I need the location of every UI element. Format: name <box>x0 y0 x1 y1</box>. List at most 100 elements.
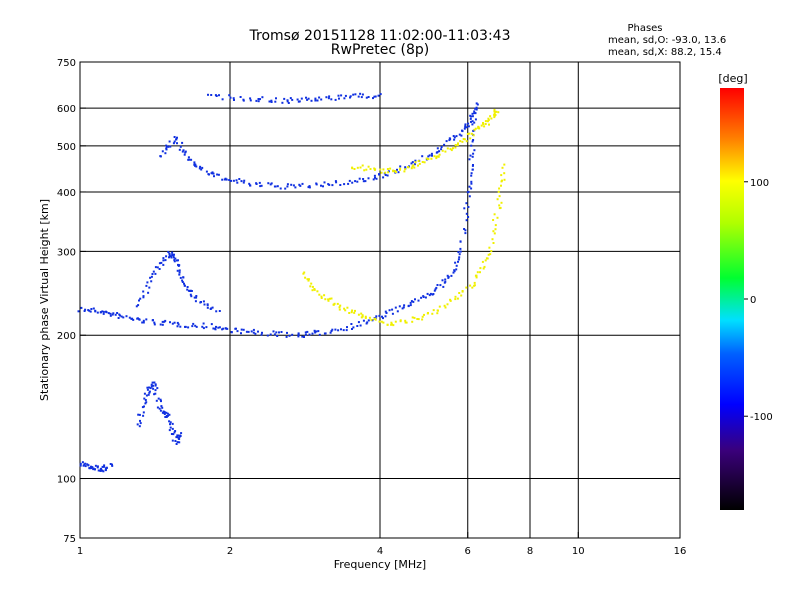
echo-point <box>432 309 435 312</box>
echo-point <box>275 97 277 100</box>
echo-point <box>165 147 168 150</box>
echo-point <box>291 98 294 101</box>
stats-line-x: mean, sd,X: 88.2, 15.4 <box>608 47 722 58</box>
echo-point <box>90 465 92 468</box>
echo-point <box>102 312 105 315</box>
echo-point <box>470 144 473 147</box>
echo-point <box>168 256 170 259</box>
echo-point <box>77 310 80 313</box>
echo-point <box>335 181 338 184</box>
echo-point <box>352 93 355 96</box>
echo-point <box>228 179 231 181</box>
echo-point <box>459 140 462 143</box>
echo-point <box>144 399 147 401</box>
echo-point <box>157 397 160 400</box>
echo-point <box>273 333 276 336</box>
echo-point <box>363 169 366 172</box>
echo-point <box>471 168 474 171</box>
echo-point <box>104 468 107 471</box>
echo-point <box>435 155 438 158</box>
echo-point <box>375 177 378 180</box>
echo-point <box>397 171 400 174</box>
echo-point <box>272 330 275 333</box>
echo-point <box>249 184 252 187</box>
echo-point <box>191 325 194 328</box>
echo-point <box>170 256 173 259</box>
echo-point <box>297 333 300 336</box>
echo-point <box>195 296 198 299</box>
echo-point <box>168 420 171 423</box>
echo-point <box>503 163 506 166</box>
echo-point <box>472 139 475 141</box>
echo-point <box>177 434 180 437</box>
echo-point <box>180 432 183 435</box>
echo-point <box>307 278 310 281</box>
echo-point <box>423 161 426 164</box>
echo-point <box>444 280 447 283</box>
echo-point <box>457 258 460 261</box>
echo-point <box>201 166 204 169</box>
echo-point <box>421 315 424 318</box>
echo-point <box>491 238 494 241</box>
echo-point <box>487 253 490 256</box>
echo-point <box>93 468 96 471</box>
echo-point <box>128 316 131 319</box>
echo-point <box>470 132 473 135</box>
echo-point <box>111 313 114 316</box>
y-tick-label: 75 <box>63 534 76 545</box>
echo-point <box>390 323 393 326</box>
echo-point <box>153 381 156 384</box>
echo-point <box>384 310 387 313</box>
echo-point <box>407 166 410 169</box>
echo-point <box>492 242 495 244</box>
echo-point <box>473 112 476 115</box>
echo-point <box>465 212 468 215</box>
echo-point <box>275 331 278 334</box>
echo-point <box>456 297 459 300</box>
echo-point <box>314 97 317 100</box>
echo-point <box>390 321 393 324</box>
echo-point <box>453 138 456 141</box>
echo-point <box>497 111 500 114</box>
echo-point <box>163 413 166 415</box>
echo-point <box>458 292 461 294</box>
echo-point <box>138 425 141 428</box>
echo-point <box>365 96 368 99</box>
echo-point <box>500 184 502 187</box>
echo-point <box>254 332 257 335</box>
echo-point <box>187 158 190 161</box>
echo-point <box>132 318 135 321</box>
echo-point <box>306 278 309 281</box>
echo-point <box>192 322 195 325</box>
echo-point <box>360 312 363 315</box>
echo-point <box>169 426 172 429</box>
echo-point <box>436 284 439 286</box>
echo-point <box>465 219 468 222</box>
echo-point <box>469 137 472 140</box>
echo-point <box>167 251 170 253</box>
echo-point <box>303 271 306 274</box>
echo-point <box>232 97 235 100</box>
echo-point <box>84 465 87 468</box>
echo-point <box>179 325 182 328</box>
echo-point <box>109 314 112 317</box>
echo-point <box>221 328 224 331</box>
echo-point <box>439 284 442 287</box>
echo-point <box>210 307 213 310</box>
echo-point <box>372 97 374 100</box>
echo-point <box>410 167 413 170</box>
echo-point <box>175 436 178 439</box>
echo-point <box>296 98 299 101</box>
echo-point <box>413 166 416 169</box>
echo-point <box>164 259 167 262</box>
echo-point <box>210 323 213 326</box>
echo-point <box>257 98 260 100</box>
echo-point <box>84 308 87 311</box>
echo-point <box>318 293 321 296</box>
echo-point <box>249 99 252 102</box>
echo-point <box>471 120 474 123</box>
echo-point <box>279 187 282 190</box>
echo-point <box>373 174 376 177</box>
echo-point <box>465 140 468 143</box>
echo-point <box>389 167 392 170</box>
